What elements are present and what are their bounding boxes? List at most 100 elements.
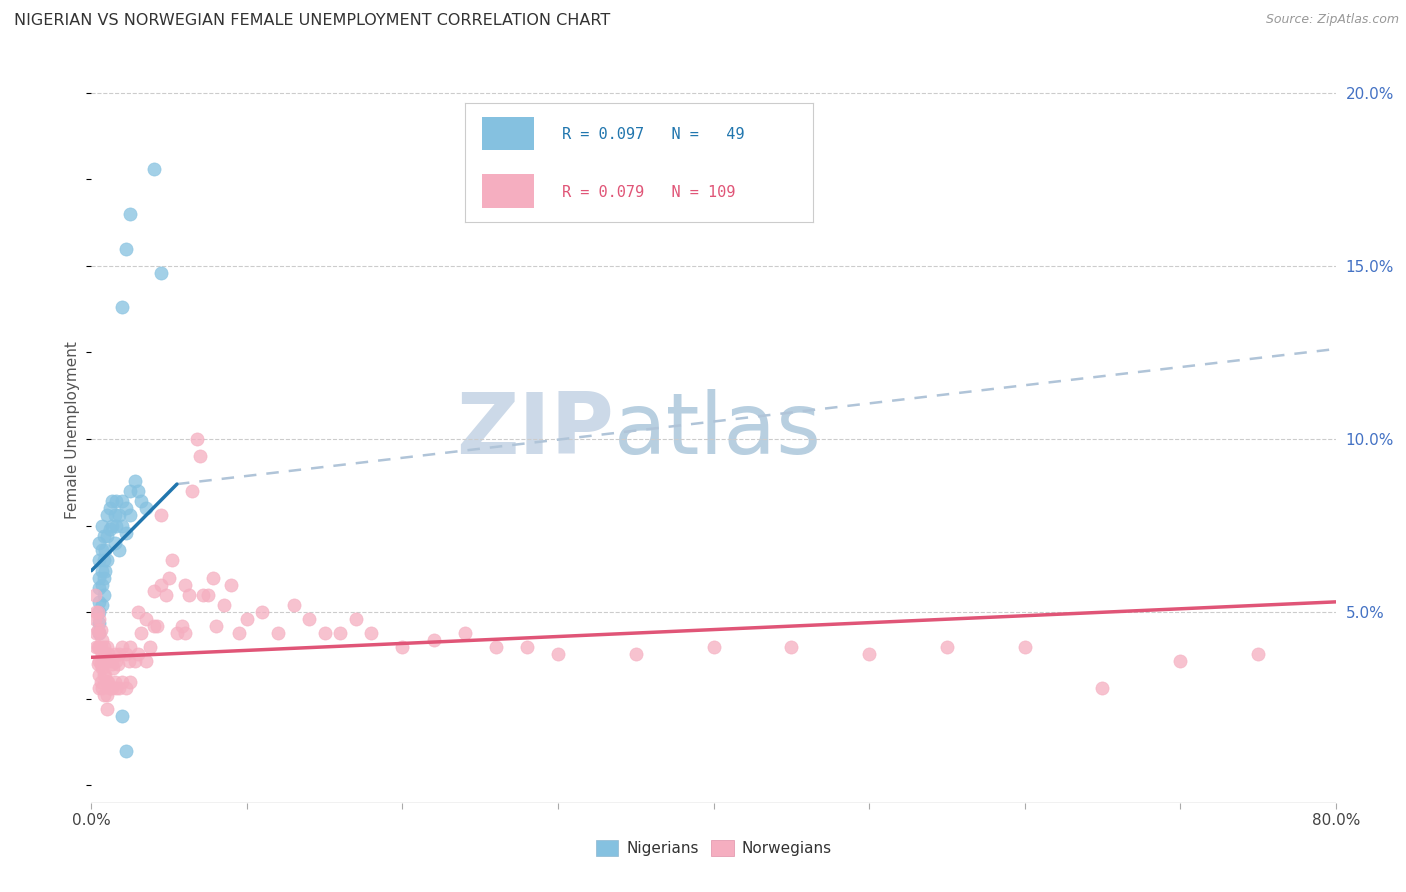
- Point: [96, 529, 118, 543]
- Point: [150, 266, 173, 280]
- Point: [162, 553, 184, 567]
- Point: [624, 647, 647, 661]
- Point: [150, 577, 173, 591]
- Point: [127, 605, 149, 619]
- Point: [935, 640, 957, 654]
- Point: [166, 626, 188, 640]
- Point: [86, 657, 108, 672]
- Point: [100, 518, 122, 533]
- Point: [83, 612, 105, 626]
- Point: [111, 518, 134, 533]
- Point: [129, 494, 152, 508]
- Point: [120, 483, 142, 498]
- Point: [547, 647, 569, 661]
- Point: [93, 667, 115, 681]
- Point: [127, 483, 149, 498]
- Point: [94, 667, 117, 681]
- Point: [221, 577, 243, 591]
- Point: [155, 588, 177, 602]
- Point: [89, 605, 111, 619]
- Point: [105, 494, 128, 508]
- Point: [98, 654, 121, 668]
- Text: NIGERIAN VS NORWEGIAN FEMALE UNEMPLOYMENT CORRELATION CHART: NIGERIAN VS NORWEGIAN FEMALE UNEMPLOYMEN…: [14, 13, 610, 29]
- Point: [118, 654, 141, 668]
- Point: [84, 640, 107, 654]
- Point: [201, 571, 224, 585]
- Point: [89, 595, 111, 609]
- Point: [135, 654, 157, 668]
- Point: [391, 640, 413, 654]
- Point: [89, 626, 111, 640]
- Point: [93, 588, 115, 602]
- Point: [111, 674, 134, 689]
- Point: [114, 501, 136, 516]
- Point: [186, 432, 208, 446]
- Point: [344, 612, 367, 626]
- Point: [108, 647, 131, 661]
- Point: [93, 529, 115, 543]
- Point: [96, 553, 118, 567]
- Point: [135, 501, 157, 516]
- Point: [114, 242, 136, 256]
- Point: [485, 640, 508, 654]
- Point: [90, 640, 112, 654]
- Point: [89, 681, 111, 696]
- Point: [94, 542, 117, 557]
- Point: [84, 626, 107, 640]
- Point: [111, 709, 134, 723]
- Point: [97, 647, 120, 661]
- Point: [91, 661, 114, 675]
- Point: [96, 640, 118, 654]
- Point: [89, 667, 111, 681]
- Point: [422, 632, 444, 647]
- Point: [93, 689, 115, 703]
- Point: [84, 605, 107, 619]
- Point: [98, 522, 121, 536]
- Point: [93, 571, 115, 585]
- Point: [91, 599, 114, 613]
- Point: [89, 626, 111, 640]
- Point: [120, 508, 142, 523]
- Legend: Nigerians, Norwegians: Nigerians, Norwegians: [589, 834, 838, 863]
- Point: [228, 626, 250, 640]
- Point: [142, 584, 165, 599]
- Point: [98, 681, 121, 696]
- Point: [236, 612, 259, 626]
- Point: [142, 619, 165, 633]
- Point: [252, 605, 274, 619]
- Point: [188, 450, 211, 464]
- Point: [170, 619, 193, 633]
- Point: [89, 553, 111, 567]
- Point: [89, 612, 111, 626]
- Point: [314, 626, 336, 640]
- Point: [1168, 654, 1191, 668]
- Point: [145, 619, 167, 633]
- Point: [89, 581, 111, 595]
- Point: [96, 508, 118, 523]
- Point: [111, 640, 134, 654]
- Point: [89, 536, 111, 550]
- Point: [97, 674, 120, 689]
- Point: [91, 681, 114, 696]
- Point: [100, 681, 122, 696]
- Point: [94, 647, 117, 661]
- Point: [120, 640, 142, 654]
- Point: [858, 647, 880, 661]
- Point: [104, 674, 127, 689]
- Point: [89, 571, 111, 585]
- Point: [91, 577, 114, 591]
- Point: [83, 588, 105, 602]
- Point: [86, 605, 108, 619]
- Point: [205, 619, 228, 633]
- Point: [150, 508, 173, 523]
- Point: [1247, 647, 1270, 661]
- Point: [181, 483, 204, 498]
- Point: [91, 632, 114, 647]
- Point: [90, 657, 112, 672]
- Point: [107, 657, 129, 672]
- Point: [96, 674, 118, 689]
- Point: [105, 681, 128, 696]
- Point: [114, 525, 136, 540]
- Point: [86, 623, 108, 637]
- Point: [91, 564, 114, 578]
